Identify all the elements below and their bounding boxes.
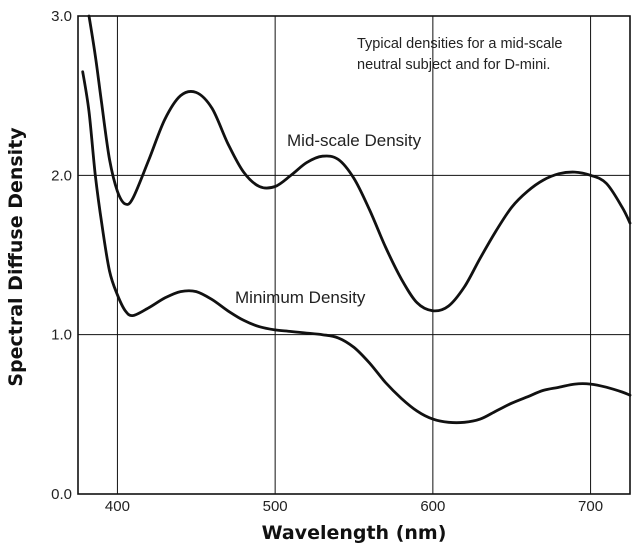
grid-lines: [78, 16, 630, 494]
series-curves: [81, 14, 632, 425]
x-tick-label-700: 700: [578, 498, 603, 515]
y-tick-label-2.0: 2.0: [51, 167, 72, 184]
x-axis-title: Wavelength (nm): [262, 522, 447, 544]
y-tick-label-1.0: 1.0: [51, 327, 72, 344]
series-label-minimum-density: Minimum Density: [235, 288, 366, 307]
y-tick-label-3.0: 3.0: [51, 8, 72, 25]
x-tick-label-400: 400: [105, 498, 130, 515]
annotation-line-1: Typical densities for a mid-scale: [357, 36, 563, 52]
tick-labels: 400 500 600 700 0.0 1.0 2.0 3.0: [51, 8, 603, 515]
plot-frame: [77, 15, 631, 495]
y-axis-title: Spectral Diffuse Density: [5, 127, 27, 387]
y-tick-label-0.0: 0.0: [51, 486, 72, 503]
series-line-mid-scale-density: [87, 14, 632, 313]
x-tick-label-600: 600: [420, 498, 445, 515]
series-label-mid-scale-density: Mid-scale Density: [287, 131, 422, 150]
series-line-minimum-density: [81, 70, 632, 425]
annotation-line-2: neutral subject and for D-mini.: [357, 57, 550, 73]
x-tick-label-500: 500: [263, 498, 288, 515]
